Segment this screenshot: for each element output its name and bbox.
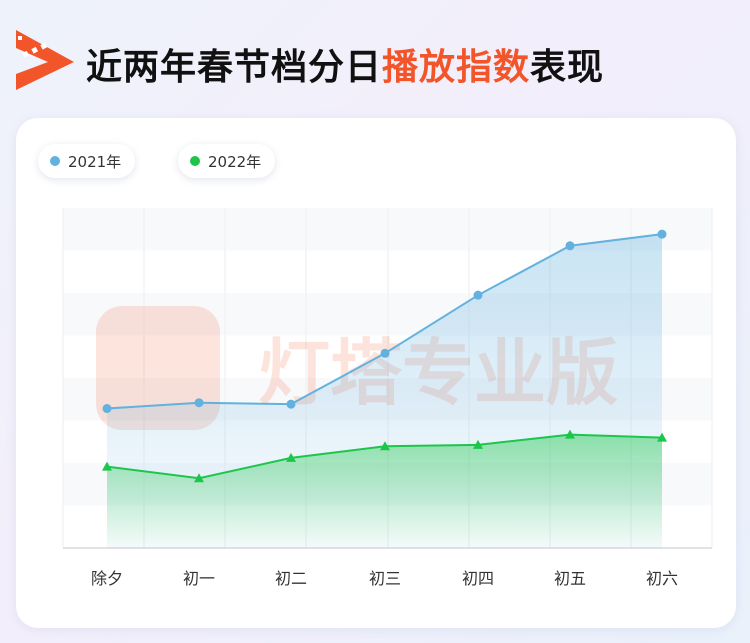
x-tick-label: 初五: [554, 569, 586, 588]
legend-dot-2022-icon: [190, 156, 200, 166]
point-2021-初四: [473, 290, 483, 300]
x-axis-labels: 除夕 初一 初二 初三 初四 初五 初六: [91, 569, 678, 588]
point-2021-初六: [657, 229, 667, 239]
x-tick-label: 初四: [462, 569, 494, 588]
point-2022-初五: [565, 429, 575, 439]
point-2021-初一: [194, 398, 204, 408]
title-part-2: 表现: [530, 47, 605, 88]
point-2021-除夕: [102, 404, 112, 414]
point-2022-初一: [194, 473, 204, 483]
point-2022-初四: [473, 439, 483, 449]
x-tick-label: 初二: [275, 569, 307, 588]
series-markers: [102, 229, 667, 483]
point-2022-初三: [380, 441, 390, 451]
x-tick-label: 初六: [646, 569, 678, 588]
legend-label-2021: 2021年: [68, 152, 122, 171]
x-tick-label: 初三: [369, 569, 401, 588]
point-2021-初五: [565, 241, 575, 251]
point-2022-除夕: [102, 461, 112, 471]
legend-dot-2021-icon: [50, 156, 60, 166]
point-2021-初三: [380, 348, 390, 358]
watermark-logo-icon: [96, 306, 220, 430]
x-tick-label: 初一: [183, 569, 215, 588]
legend-item-2022[interactable]: 2022年: [178, 144, 276, 178]
point-2021-初二: [286, 399, 296, 409]
legend-item-2021[interactable]: 2021年: [38, 144, 136, 178]
title-part-1: 近两年春节档分日: [86, 47, 383, 88]
maoyan-logo-icon: [16, 30, 74, 90]
title-highlight: 播放指数: [382, 47, 531, 88]
header: 近两年春节档分日播放指数表现: [0, 0, 750, 112]
series-areas: [107, 234, 662, 548]
area-series-1: [107, 434, 662, 548]
point-2022-初二: [286, 452, 296, 462]
point-2022-初六: [657, 432, 667, 442]
page-title: 近两年春节档分日播放指数表现: [86, 38, 604, 90]
legend-label-2022: 2022年: [208, 152, 262, 171]
x-tick-label: 除夕: [91, 569, 123, 588]
